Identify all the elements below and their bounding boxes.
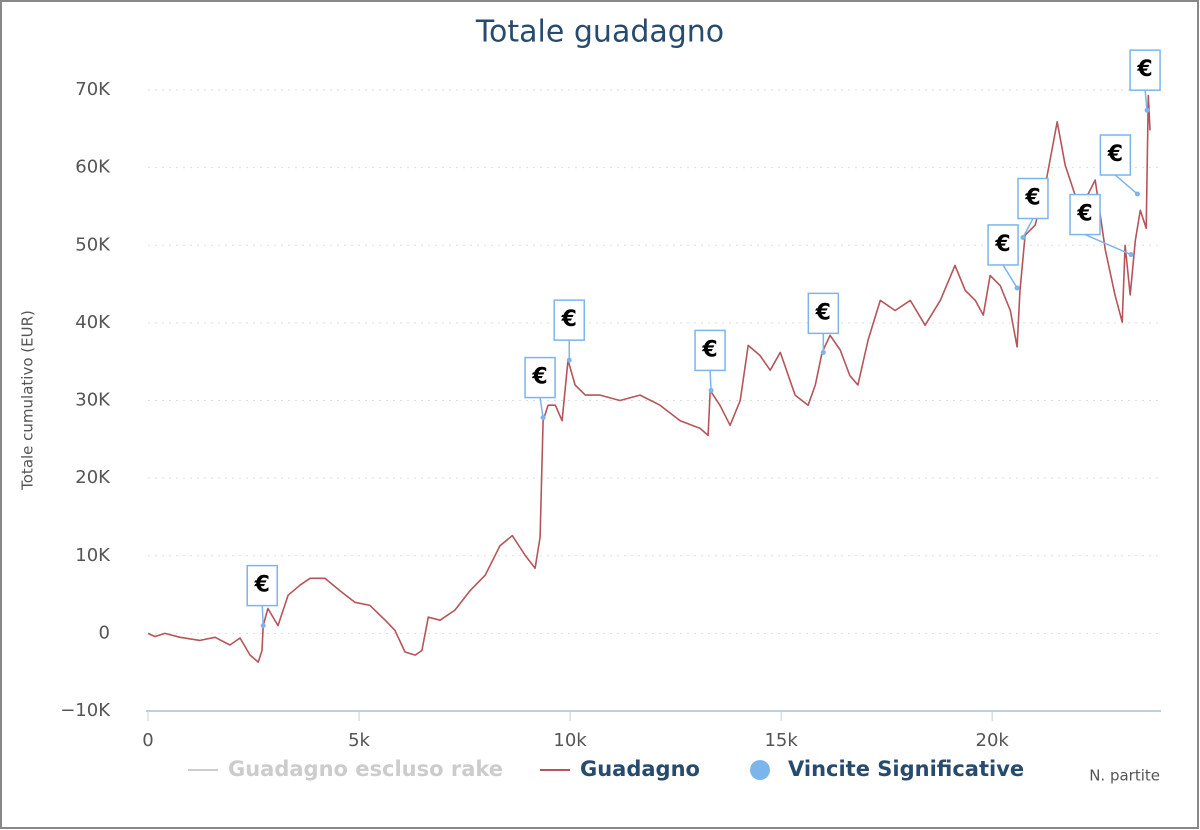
label-connector <box>1002 264 1018 289</box>
point <box>260 623 266 629</box>
y-tick-label: 60K <box>75 157 111 178</box>
label-connector <box>261 605 264 626</box>
point <box>820 349 826 355</box>
y-axis-title: Totale cumulativo (EUR) <box>19 310 37 491</box>
label-box <box>1129 49 1161 91</box>
data-label: € <box>994 232 1010 257</box>
x-tick-label: 0 <box>142 730 153 751</box>
label-box <box>524 356 556 399</box>
label-box <box>553 299 585 341</box>
y-tick-label: 0 <box>99 622 110 643</box>
y-tick-label: 40K <box>75 312 111 333</box>
x-tick-label: 5k <box>348 730 370 751</box>
label-connector <box>1144 90 1148 111</box>
legend-symbol <box>750 760 770 780</box>
data-label: € <box>1136 57 1152 82</box>
label-box <box>987 224 1019 266</box>
point <box>566 357 572 363</box>
label-connector <box>539 397 544 418</box>
y-tick-label: 10K <box>75 545 111 566</box>
data-label: € <box>531 365 547 390</box>
point <box>1144 107 1150 113</box>
point <box>1128 252 1134 258</box>
label-connector <box>1022 218 1034 238</box>
data-label: € <box>254 573 270 598</box>
label-box <box>1017 177 1049 220</box>
y-tick-label: 50K <box>75 234 111 255</box>
label-box <box>807 292 840 335</box>
label-connector <box>1114 174 1138 195</box>
data-label: € <box>1024 185 1040 210</box>
line-series <box>147 94 1151 663</box>
data-label: € <box>1076 202 1092 227</box>
legend-label: Vincite Significative <box>788 757 1024 781</box>
point <box>708 387 714 393</box>
legend-label: Guadagno <box>580 757 700 781</box>
data-label: € <box>815 300 831 325</box>
point <box>540 415 546 421</box>
chart-title: Totale guadagno <box>475 15 724 50</box>
data-label: € <box>561 307 577 332</box>
label-box <box>1099 134 1132 176</box>
y-tick-label: 30K <box>75 390 111 411</box>
data-label: € <box>701 337 717 362</box>
x-tick-label: 15k <box>764 730 798 751</box>
x-tick-label: 10k <box>553 730 587 751</box>
y-tick-label: −10K <box>60 700 111 721</box>
point <box>1014 285 1020 291</box>
point <box>1134 191 1140 197</box>
legend-label: Guadagno escluso rake <box>228 757 503 781</box>
y-tick-label: 20K <box>75 467 111 488</box>
label-connector <box>1084 233 1132 256</box>
label-connector <box>709 370 712 391</box>
label-box <box>1069 193 1101 236</box>
x-axis-title: N. partite <box>1089 767 1160 785</box>
label-box <box>246 564 278 607</box>
y-tick-label: 70K <box>75 79 111 100</box>
data-label: € <box>1107 142 1123 167</box>
point <box>1020 234 1026 240</box>
x-tick-label: 20k <box>976 730 1010 751</box>
label-box <box>694 329 726 372</box>
